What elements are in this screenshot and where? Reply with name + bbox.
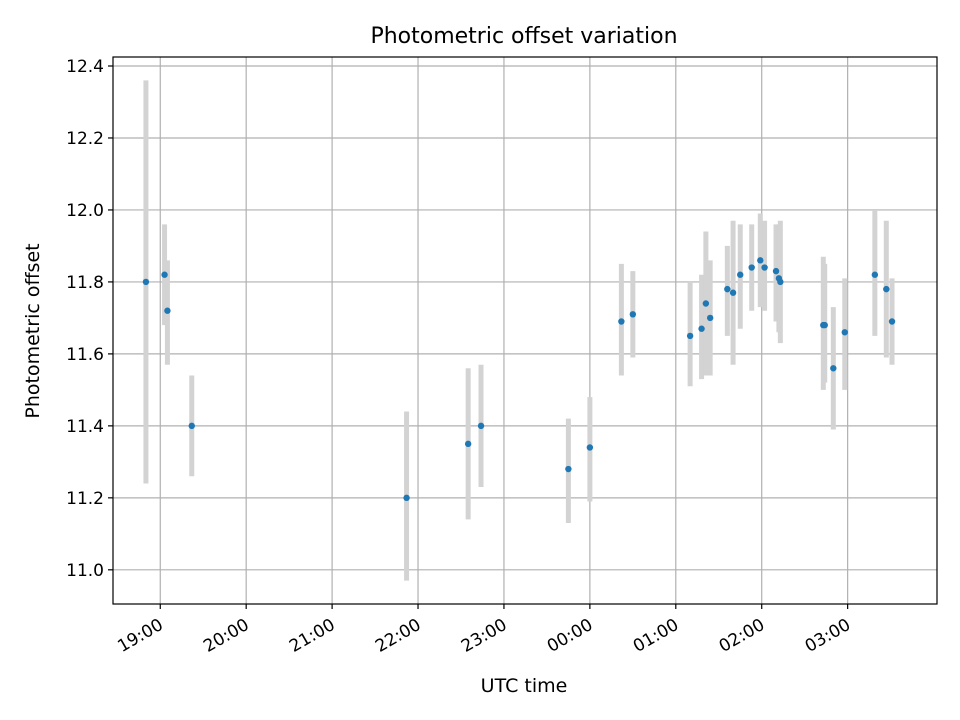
- data-point: [821, 321, 828, 329]
- data-point: [618, 318, 625, 325]
- data-point: [698, 325, 705, 332]
- data-point: [164, 307, 171, 314]
- data-point: [724, 285, 731, 293]
- plot-frame: [112, 56, 938, 605]
- data-point: [757, 257, 764, 264]
- data-point: [464, 440, 472, 448]
- y-tick-label: 11.8: [66, 273, 104, 293]
- y-tick-label: 11.2: [66, 489, 104, 509]
- data-point: [403, 494, 410, 502]
- data-point: [737, 271, 744, 278]
- y-tick-label: 12.2: [66, 129, 104, 149]
- y-tick-label: 11.4: [66, 417, 104, 437]
- data-point: [586, 444, 594, 451]
- y-tick-label: 11.6: [66, 345, 104, 365]
- data-point: [888, 318, 896, 325]
- chart-title: Photometric offset variation: [370, 24, 677, 49]
- data-point: [629, 311, 637, 318]
- data-points: [142, 257, 896, 502]
- data-point: [702, 300, 710, 307]
- data-point: [871, 271, 879, 278]
- data-point: [686, 332, 694, 340]
- data-point: [729, 289, 737, 296]
- data-point: [777, 278, 784, 286]
- grid: [113, 57, 937, 604]
- data-point: [748, 264, 755, 271]
- y-tick-label: 11.0: [66, 561, 104, 581]
- data-point: [772, 267, 780, 275]
- data-point: [841, 329, 848, 336]
- y-tick-label: 12.4: [66, 57, 104, 77]
- y-tick-label: 12.0: [66, 201, 104, 221]
- x-axis-label: UTC time: [481, 675, 568, 697]
- data-point: [477, 422, 485, 430]
- data-point: [142, 278, 150, 286]
- data-point: [883, 285, 890, 293]
- data-point: [565, 465, 572, 473]
- data-point: [830, 365, 837, 372]
- data-point: [761, 264, 768, 271]
- data-point: [706, 314, 714, 322]
- data-point: [188, 422, 195, 430]
- y-axis-label: Photometric offset: [22, 243, 44, 418]
- data-point: [161, 271, 168, 278]
- y-axis-ticks: 11.0 11.2 11.4 11.6 11.8 12.0 12.2 12.4: [66, 57, 113, 581]
